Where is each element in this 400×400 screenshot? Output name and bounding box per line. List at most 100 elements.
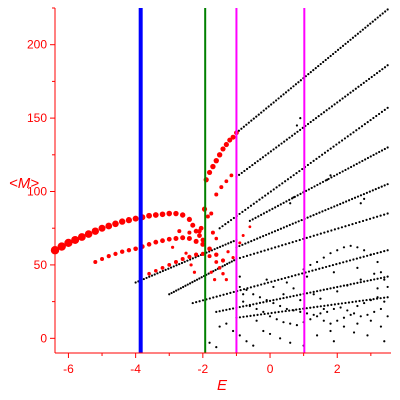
data-point (244, 242, 247, 245)
data-point (330, 229, 333, 232)
data-point (383, 300, 386, 303)
data-point (252, 344, 255, 347)
data-point (386, 146, 389, 149)
data-point (381, 12, 384, 15)
data-point (306, 163, 310, 167)
data-point (341, 170, 344, 173)
data-point (332, 145, 335, 148)
data-point (210, 163, 216, 170)
data-point (359, 30, 362, 33)
data-point (370, 75, 373, 79)
x-axis-label: E (217, 377, 228, 394)
data-point (238, 316, 242, 319)
data-point (169, 266, 173, 269)
data-point (244, 208, 247, 211)
data-point (279, 304, 282, 308)
data-point (362, 81, 365, 84)
data-point (257, 113, 260, 116)
data-point (152, 212, 159, 218)
data-point (233, 259, 236, 262)
data-point (306, 216, 309, 219)
data-point (381, 68, 384, 71)
data-point (276, 228, 280, 232)
data-point (368, 190, 371, 193)
data-point (193, 279, 196, 283)
data-point (252, 293, 255, 296)
data-point (305, 307, 308, 310)
data-point (367, 77, 371, 81)
data-point (242, 305, 245, 308)
data-point (292, 287, 295, 290)
data-point (376, 16, 379, 19)
data-point (356, 281, 359, 284)
data-point (282, 93, 285, 96)
data-point (214, 252, 219, 257)
data-point (346, 309, 349, 312)
data-point (310, 186, 313, 190)
data-point (324, 265, 328, 269)
data-point (299, 79, 302, 82)
data-point (285, 307, 288, 311)
data-point (307, 188, 311, 191)
data-point (314, 268, 317, 271)
data-point (225, 322, 228, 325)
data-point (166, 210, 173, 217)
data-point (322, 319, 325, 322)
data-point (273, 230, 277, 233)
data-point (326, 178, 329, 181)
data-point (292, 174, 295, 177)
data-point (309, 263, 312, 267)
data-point (227, 220, 230, 224)
data-point (262, 212, 266, 215)
data-point (263, 312, 266, 316)
data-point (227, 137, 233, 143)
data-point (245, 288, 248, 291)
data-point (238, 256, 242, 260)
y-tick-label: 150 (27, 111, 47, 125)
data-point (179, 212, 186, 218)
data-point (253, 285, 256, 288)
data-point (279, 203, 282, 206)
data-point (336, 249, 339, 252)
data-point (361, 219, 365, 223)
data-point (252, 303, 255, 306)
data-point (358, 161, 361, 164)
data-point (57, 242, 66, 251)
data-point (344, 168, 347, 172)
data-point (383, 147, 386, 151)
data-point (330, 176, 333, 179)
data-point (309, 318, 312, 321)
data-point (214, 192, 219, 197)
data-point (212, 296, 215, 299)
data-point (194, 252, 199, 257)
data-point (266, 281, 270, 284)
data-point (289, 322, 292, 325)
data-point (256, 251, 259, 254)
data-point (298, 169, 301, 173)
data-point (328, 264, 331, 268)
data-point (175, 264, 178, 267)
data-point (317, 115, 320, 118)
data-point (261, 156, 265, 159)
data-point (362, 192, 366, 196)
vertical-lines (138, 8, 306, 353)
data-point (342, 261, 345, 264)
data-point (309, 235, 312, 238)
data-point (365, 79, 368, 83)
data-point (293, 132, 296, 135)
data-point (243, 169, 246, 173)
data-point (319, 305, 322, 308)
data-point (221, 225, 224, 228)
data-point (285, 281, 288, 284)
data-point (242, 288, 246, 291)
data-point (346, 40, 350, 43)
data-point (242, 255, 245, 259)
data-point (238, 285, 241, 289)
data-point (309, 306, 312, 309)
data-point (323, 231, 326, 234)
data-point (275, 318, 278, 321)
data-point (279, 95, 283, 98)
data-point (238, 241, 242, 245)
data-point (340, 302, 344, 305)
